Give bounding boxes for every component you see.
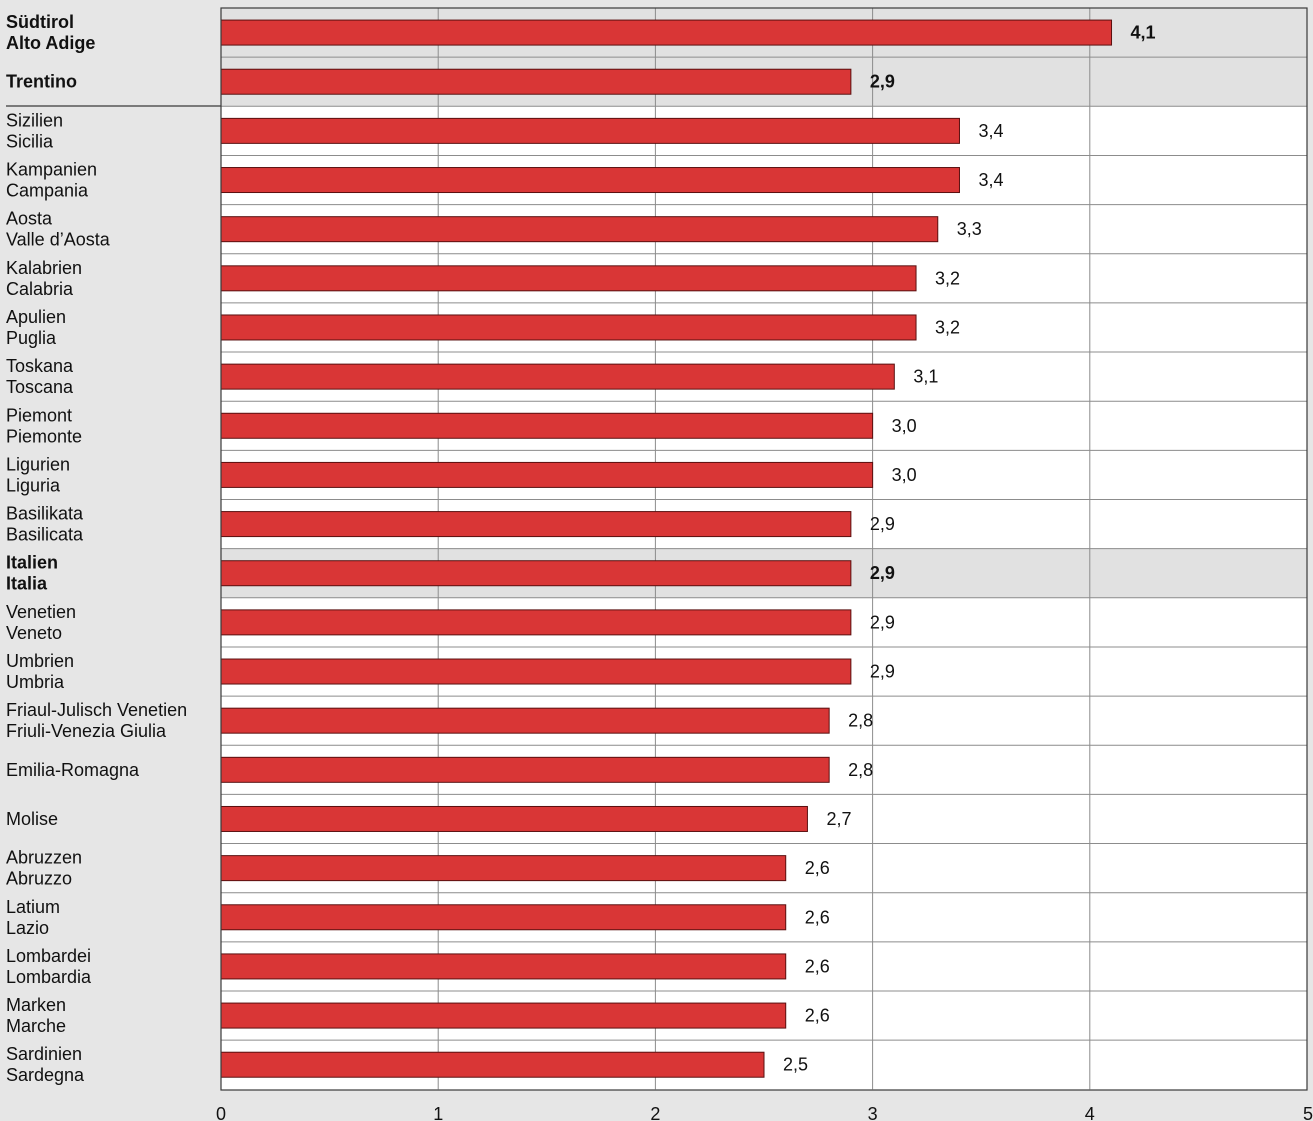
bar	[220, 855, 787, 882]
category-label: Toskana	[6, 356, 74, 376]
value-label: 2,9	[870, 563, 895, 583]
bar	[220, 953, 787, 980]
bar	[220, 68, 852, 95]
category-label: Alto Adige	[6, 33, 95, 53]
value-label: 3,3	[957, 219, 982, 239]
value-label: 2,7	[826, 809, 851, 829]
category-label: Ligurien	[6, 454, 70, 474]
value-label: 2,9	[870, 662, 895, 682]
tick-label: 0	[216, 1104, 226, 1121]
category-label: Friaul-Julisch Venetien	[6, 700, 187, 720]
plot-border	[220, 7, 1308, 1091]
category-label: Piemont	[6, 405, 72, 425]
category-label: Marken	[6, 995, 66, 1015]
bar	[220, 461, 874, 488]
tick-label: 2	[650, 1104, 660, 1121]
x-axis-tick-labels: 0 1 2 3 4 5	[216, 1104, 1313, 1121]
category-label: Campania	[6, 181, 89, 201]
value-label: 2,9	[870, 612, 895, 632]
bar	[220, 707, 830, 734]
category-label: Abruzzo	[6, 869, 72, 889]
value-label: 3,2	[935, 268, 960, 288]
category-label: Sardegna	[6, 1065, 85, 1085]
bar	[220, 167, 960, 194]
category-label: Latium	[6, 897, 60, 917]
bar	[220, 412, 874, 439]
value-label: 2,5	[783, 1055, 808, 1075]
value-label: 4,1	[1131, 23, 1156, 43]
value-label: 3,0	[892, 465, 917, 485]
bar	[220, 314, 917, 341]
bar	[220, 216, 939, 243]
category-label: Puglia	[6, 328, 57, 348]
category-label: Basilicata	[6, 525, 84, 545]
value-label: 2,6	[805, 956, 830, 976]
bar	[220, 1002, 787, 1029]
category-label: Calabria	[6, 279, 74, 299]
bar	[220, 560, 852, 587]
value-label: 2,8	[848, 711, 873, 731]
category-label: Apulien	[6, 307, 66, 327]
category-label: Südtirol	[6, 12, 74, 32]
category-label: Lazio	[6, 918, 49, 938]
category-label: Toscana	[6, 377, 74, 397]
category-label: Sardinien	[6, 1044, 82, 1064]
value-label: 2,9	[870, 514, 895, 534]
value-label: 2,9	[870, 72, 895, 92]
category-label: Veneto	[6, 623, 62, 643]
value-label: 3,2	[935, 317, 960, 337]
bar	[220, 265, 917, 292]
category-label: Sicilia	[6, 131, 54, 151]
bar	[220, 19, 1113, 46]
value-labels: 4,1 2,9 3,4 3,4 3,3 3,2 3,2 3,1 3,0 3,0 2,9 2,9 2,9 2…	[783, 23, 1156, 1075]
bar	[220, 658, 852, 685]
value-label: 3,1	[913, 367, 938, 387]
bar	[220, 363, 895, 390]
category-label: Kampanien	[6, 160, 97, 180]
category-label: Aosta	[6, 209, 53, 229]
category-label: Friuli-Venezia Giulia	[6, 721, 167, 741]
value-label: 2,6	[805, 907, 830, 927]
bar	[220, 904, 787, 931]
category-label: Piemonte	[6, 426, 82, 446]
tick-label: 5	[1303, 1104, 1313, 1121]
category-label: Umbria	[6, 672, 65, 692]
row-separator-lines	[221, 56, 1307, 1041]
tick-label: 1	[433, 1104, 443, 1121]
value-label: 3,0	[892, 416, 917, 436]
category-label: Abruzzen	[6, 848, 82, 868]
category-label: Basilikata	[6, 504, 84, 524]
bar	[220, 117, 960, 144]
category-label: Emilia-Romagna	[6, 760, 140, 780]
category-label: Molise	[6, 809, 58, 829]
value-label: 2,8	[848, 760, 873, 780]
category-label: Venetien	[6, 602, 76, 622]
value-label: 2,6	[805, 858, 830, 878]
category-label: Sizilien	[6, 110, 63, 130]
value-label: 3,4	[978, 121, 1003, 141]
tick-label: 4	[1085, 1104, 1095, 1121]
category-label: Lombardei	[6, 946, 91, 966]
value-label: 2,6	[805, 1006, 830, 1026]
bars	[220, 19, 1113, 1078]
bar	[220, 805, 808, 832]
category-label: Valle d’Aosta	[6, 230, 111, 250]
category-label: Liguria	[6, 475, 61, 495]
category-label: Trentino	[6, 72, 77, 92]
bar	[220, 609, 852, 636]
bar	[220, 1051, 765, 1078]
bar	[220, 756, 830, 783]
value-label: 3,4	[978, 170, 1003, 190]
category-label: Lombardia	[6, 967, 92, 987]
category-label: Italia	[6, 574, 48, 594]
category-label: Umbrien	[6, 651, 74, 671]
bar	[220, 511, 852, 538]
tick-label: 3	[868, 1104, 878, 1121]
category-label: Italien	[6, 553, 58, 573]
category-label: Kalabrien	[6, 258, 82, 278]
category-label: Marche	[6, 1016, 66, 1036]
